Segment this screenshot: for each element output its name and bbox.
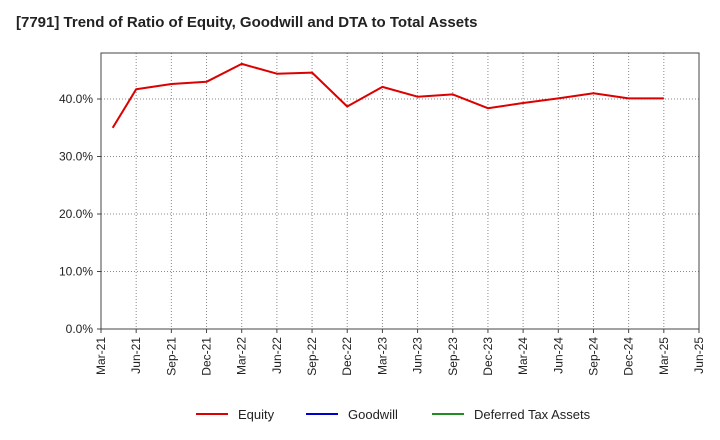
x-tick-label: Dec-21 [200,337,214,376]
grid-layer [101,53,699,329]
y-tick-label: 10.0% [59,265,93,279]
x-tick-label: Jun-22 [270,337,284,374]
x-tick-label: Jun-25 [692,337,706,374]
x-tick-label: Jun-24 [551,337,565,374]
chart-title: [7791] Trend of Ratio of Equity, Goodwil… [16,14,478,31]
x-tick-label: Sep-22 [305,337,319,376]
legend: Equity Goodwill Deferred Tax Assets [196,407,591,422]
series-layer [111,62,664,129]
x-tick-label: Jun-23 [411,337,425,374]
legend-label: Deferred Tax Assets [474,407,591,422]
x-tick-label: Dec-22 [340,337,354,376]
x-tick-label: Mar-25 [657,337,671,375]
x-axis-ticks: Mar-21 Jun-21 Sep-21 Dec-21 Mar-22 Jun-22 Sep-… [94,329,706,376]
y-axis-ticks: 0.0% 10.0% 20.0% 30.0% 40.0% [59,92,101,336]
x-tick-label: Mar-23 [375,337,389,375]
y-tick-label: 0.0% [66,322,94,336]
y-tick-label: 40.0% [59,92,93,106]
y-tick-label: 20.0% [59,207,93,221]
x-tick-label: Mar-22 [235,337,249,375]
x-tick-label: Jun-21 [129,337,143,374]
plot-frame [100,52,700,330]
x-tick-label: Mar-21 [94,337,108,375]
x-tick-label: Sep-24 [586,337,600,376]
x-tick-label: Sep-23 [446,337,460,376]
x-tick-label: Dec-23 [481,337,495,376]
legend-label: Goodwill [348,407,398,422]
series-line-equity [111,62,664,129]
legend-label: Equity [238,407,275,422]
y-tick-label: 30.0% [59,150,93,164]
x-tick-label: Sep-21 [164,337,178,376]
x-tick-label: Dec-24 [622,337,636,376]
x-tick-label: Mar-24 [516,337,530,375]
